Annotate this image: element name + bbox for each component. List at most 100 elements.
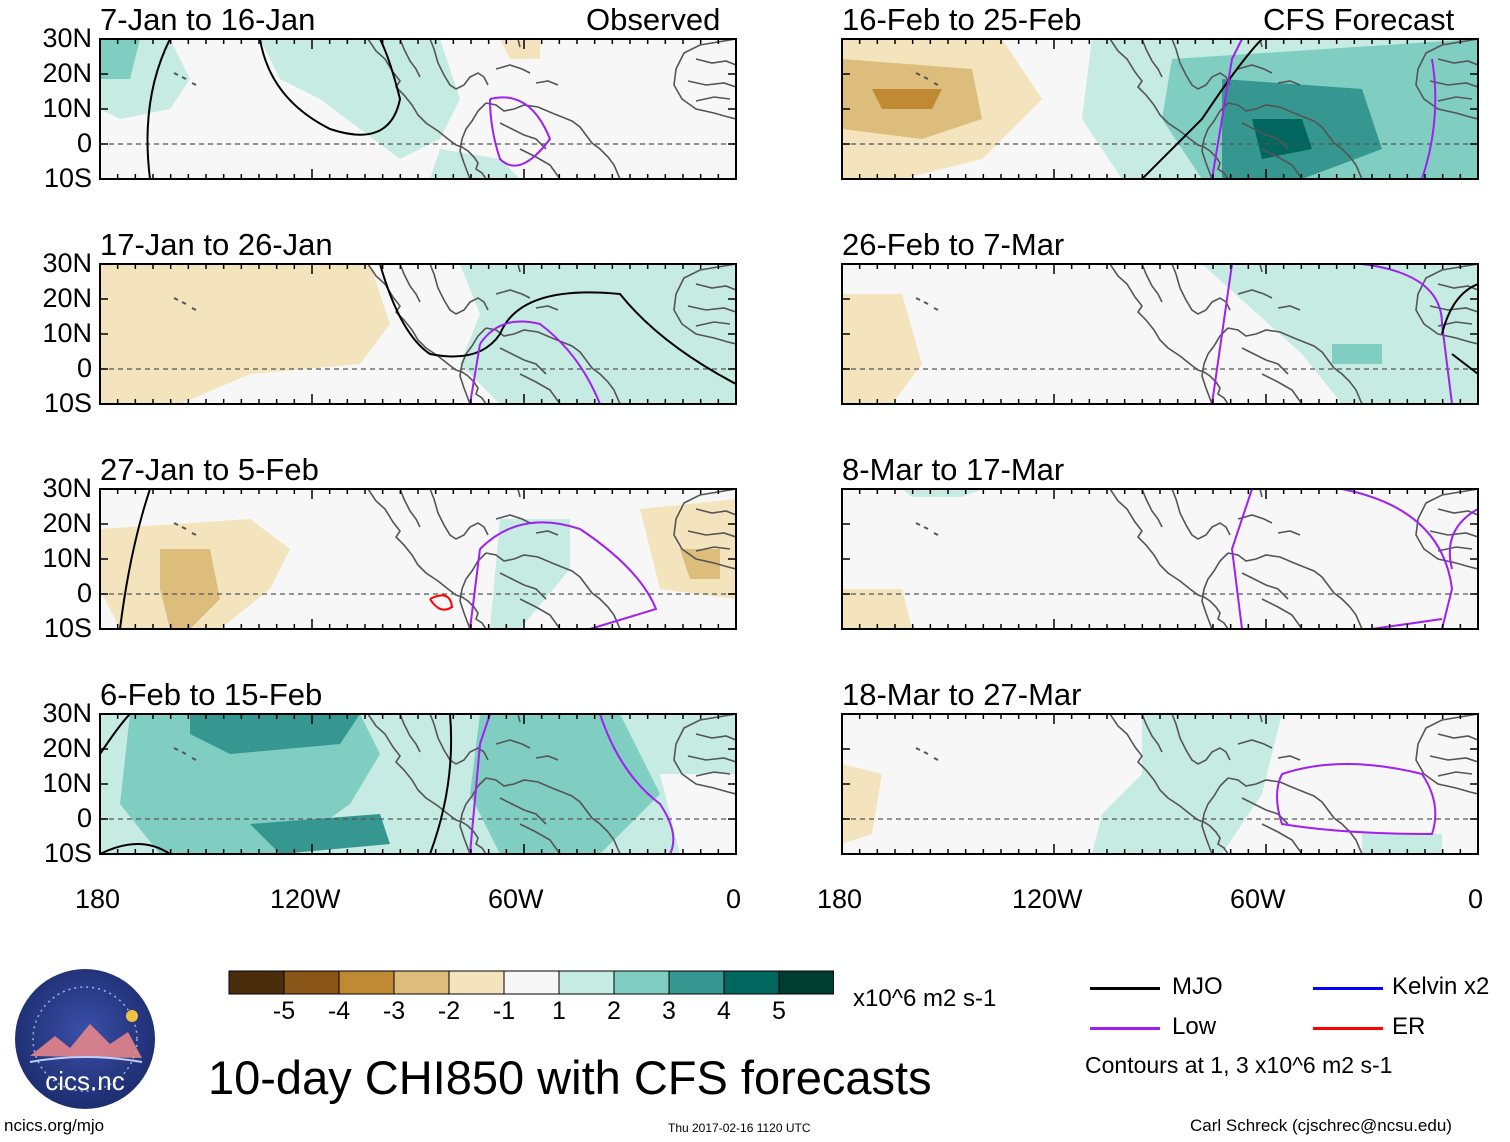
- colorbar-tick-label: -3: [382, 997, 406, 1025]
- lon-tick-0-right: 0: [1468, 884, 1484, 914]
- panel-title-obs1: 7-Jan to 16-Jan: [100, 2, 316, 37]
- chi850-anomaly-region: [430, 149, 520, 179]
- lat-tick-label: 10S: [43, 613, 92, 643]
- wave-contour: [1276, 763, 1437, 836]
- lon-tick-0-left: 0: [726, 884, 742, 914]
- wave-contour: [429, 714, 453, 854]
- legend-line-low: [1090, 1027, 1160, 1030]
- wave-contour: [429, 594, 454, 611]
- lon-tick-180-right: 180: [817, 884, 863, 914]
- logo-text: cics.nc: [45, 1066, 124, 1096]
- wave-contour: [1211, 264, 1453, 404]
- chi850-anomaly-region: [902, 489, 982, 497]
- legend-line-kelvin: [1313, 987, 1383, 990]
- lat-tick-label: 0: [76, 578, 92, 608]
- chi850-anomaly-region: [250, 814, 390, 854]
- chi850-anomaly-region: [100, 39, 140, 79]
- panel-title-fc1: 16-Feb to 25-Feb: [842, 2, 1082, 37]
- map-panel-fc2: [841, 263, 1479, 405]
- footer-link[interactable]: ncics.org/mjo: [4, 1116, 105, 1135]
- wave-contour: [1441, 283, 1478, 375]
- map-panels: [99, 38, 1479, 855]
- map-panel-obs4: [99, 713, 737, 855]
- colorbar-swatch: [613, 970, 670, 995]
- lat-tick-label: 20N: [42, 58, 92, 88]
- wave-contour: [146, 39, 171, 179]
- lat-tick-label: 10N: [42, 543, 92, 573]
- colorbar-tick-label: 3: [662, 997, 676, 1025]
- colorbar-swatch: [668, 970, 725, 995]
- wave-contour: [1141, 39, 1263, 179]
- cics-nc-logo: cics.nc: [15, 969, 155, 1109]
- colorbar-swatch: [393, 970, 450, 995]
- colorbar-tick-label: -5: [272, 997, 296, 1025]
- legend-label-mjo: MJO: [1172, 973, 1223, 1000]
- panel-title-obs2: 17-Jan to 26-Jan: [100, 227, 333, 262]
- map-panel-fc3: [841, 488, 1479, 630]
- map-panel-obs1: [99, 38, 737, 180]
- legend-line-mjo: [1090, 987, 1160, 990]
- lat-tick-label: 10S: [43, 838, 92, 868]
- panel-background: [842, 489, 1478, 629]
- map-panel-obs3: [99, 488, 737, 630]
- contours-note: Contours at 1, 3 x10^6 m2 s-1: [1085, 1052, 1393, 1078]
- lon-tick-120w-right: 120W: [1012, 884, 1083, 914]
- chi850-anomaly-region: [680, 549, 720, 579]
- chi850-anomaly-region: [842, 589, 912, 629]
- panel-title-fc4: 18-Mar to 27-Mar: [842, 677, 1082, 712]
- colorbar-tick-label: 5: [772, 997, 786, 1025]
- wave-contour: [469, 521, 658, 629]
- panel-title-fc3: 8-Mar to 17-Mar: [842, 452, 1065, 487]
- lat-tick-label: 20N: [42, 283, 92, 313]
- colorbar-tick-label: 1: [552, 997, 566, 1025]
- chi850-anomaly-region: [160, 549, 220, 629]
- chi850-anomaly-region: [490, 519, 570, 629]
- chi850-anomaly-region: [1252, 119, 1312, 159]
- lat-tick-label: 30N: [42, 248, 92, 278]
- footer-timestamp: Thu 2017-02-16 1120 UTC: [668, 1121, 811, 1135]
- chi850-anomaly-region: [260, 39, 460, 159]
- footer-author: Carl Schreck (cjschrec@ncsu.edu): [1190, 1116, 1452, 1135]
- panel-title-obs3: 27-Jan to 5-Feb: [100, 452, 319, 487]
- colorbar-tick-label: 4: [717, 997, 731, 1025]
- wave-contour: [489, 96, 552, 167]
- colorbar-units: x10^6 m2 s-1: [853, 985, 997, 1012]
- wave-contour: [1211, 39, 1437, 179]
- lat-tick-label: 20N: [42, 508, 92, 538]
- map-panel-fc1: [841, 38, 1479, 180]
- colorbar-tick-label: 2: [607, 997, 621, 1025]
- lat-tick-label: 10N: [42, 93, 92, 123]
- chi850-anomaly-region: [500, 39, 540, 59]
- lat-tick-label: 30N: [42, 473, 92, 503]
- colorbar-tick-label: -4: [327, 997, 351, 1025]
- wave-contour: [1448, 508, 1478, 570]
- wave-contour: [259, 39, 402, 136]
- panel-title-fc2: 26-Feb to 7-Mar: [842, 227, 1065, 262]
- lat-tick-label: 10S: [43, 388, 92, 418]
- panel-tag-cfs-forecast: CFS Forecast: [1263, 2, 1455, 37]
- lat-tick-label: 10N: [42, 318, 92, 348]
- colorbar-swatch: [558, 970, 615, 995]
- lat-tick-label: 10N: [42, 768, 92, 798]
- chi850-anomaly-region: [1332, 344, 1382, 364]
- panel-title-obs4: 6-Feb to 15-Feb: [100, 677, 323, 712]
- colorbar-swatch: [283, 970, 340, 995]
- colorbar-swatch: [448, 970, 505, 995]
- lat-tick-label: 0: [76, 353, 92, 383]
- legend-label-kelvin: Kelvin x2: [1392, 973, 1490, 1000]
- main-title: 10-day CHI850 with CFS forecasts: [208, 1051, 932, 1104]
- lat-tick-label: 0: [76, 128, 92, 158]
- panel-tag-observed: Observed: [586, 2, 721, 37]
- colorbar-swatch: [778, 970, 834, 995]
- legend-label-low: Low: [1172, 1013, 1217, 1040]
- chi850-anomaly-region: [660, 774, 736, 854]
- lon-tick-180-left: 180: [75, 884, 121, 914]
- colorbar-swatch: [228, 970, 285, 995]
- lat-tick-label: 30N: [42, 698, 92, 728]
- colorbar-swatch: [503, 970, 560, 995]
- chi850-anomaly-region: [842, 294, 922, 404]
- lat-tick-label: 10S: [43, 163, 92, 193]
- colorbar: [228, 970, 834, 995]
- chi850-anomaly-region: [190, 714, 360, 754]
- colorbar-tick-label: -1: [492, 997, 516, 1025]
